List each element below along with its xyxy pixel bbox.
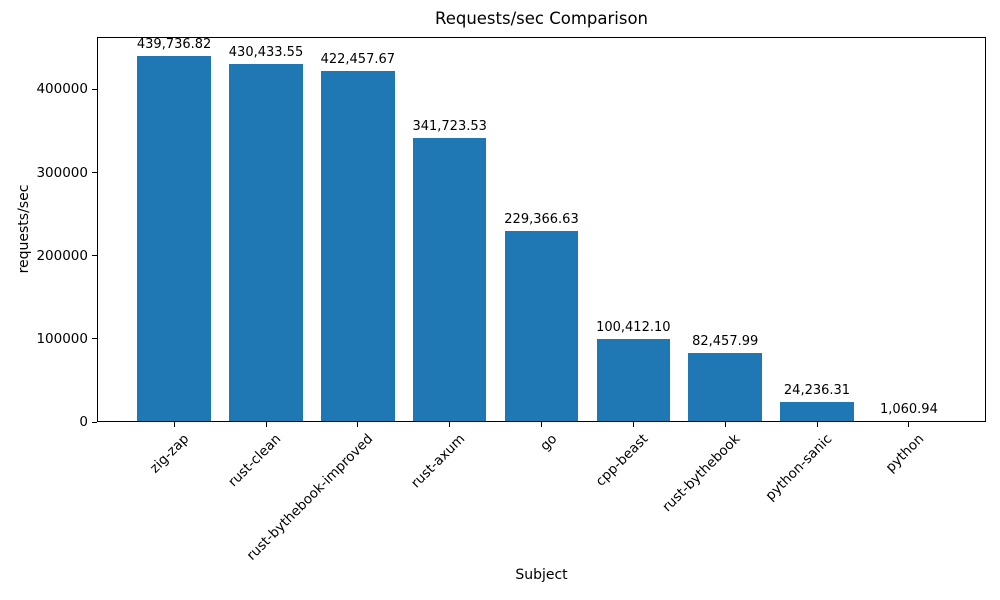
x-axis-label: Subject [515,567,568,583]
y-tick-label: 400000 [36,81,88,98]
x-tick-label: cpp-beast [592,431,652,490]
bar [596,339,671,422]
y-tick-label: 300000 [36,164,88,181]
bar [229,64,303,422]
bar-value-label: 24,236.31 [783,383,851,398]
x-axis-tick [357,422,359,427]
bar-value-label: 439,736.82 [136,37,212,52]
x-tick-label: python [882,431,928,476]
y-axis-tick [92,172,97,174]
y-axis-tick [92,421,97,423]
x-axis-tick [541,422,542,427]
y-tick-label: 0 [79,414,88,430]
y-tick-label: 200000 [36,247,88,264]
bar-value-label: 229,366.63 [504,212,579,227]
y-axis-tick [92,88,97,90]
y-axis-label: requests/sec [16,184,32,274]
y-tick-label: 100000 [36,330,88,347]
x-axis-tick [816,422,818,427]
x-tick-label: rust-axum [407,431,469,492]
bar [137,56,211,422]
bar-value-label: 341,723.53 [412,119,487,134]
bar-value-label: 100,412.10 [596,320,671,335]
x-axis-tick [724,422,726,427]
y-axis-tick [92,255,97,257]
x-axis-tick [173,422,175,427]
bar [688,353,762,422]
x-axis-tick [265,422,267,427]
x-axis-tick [449,422,451,427]
bar-value-label: 1,060.94 [879,402,938,417]
bar [780,402,854,422]
bar [321,71,395,422]
x-tick-label: zig-zap [146,431,193,477]
x-axis-tick [908,422,910,427]
x-axis-tick [632,422,634,427]
x-tick-label: python-sanic [762,431,836,504]
x-tick-label: go [536,431,560,455]
x-tick-label: rust-bythebook [659,431,744,516]
bar [412,138,487,422]
bar-value-label: 422,457.67 [320,52,396,67]
y-axis-tick [92,338,97,340]
x-tick-label: rust-clean [225,431,285,491]
bar-value-label: 82,457.99 [692,334,759,349]
chart-title: Requests/sec Comparison [434,9,649,28]
bar-value-label: 430,433.55 [228,45,304,60]
bar [504,231,579,422]
